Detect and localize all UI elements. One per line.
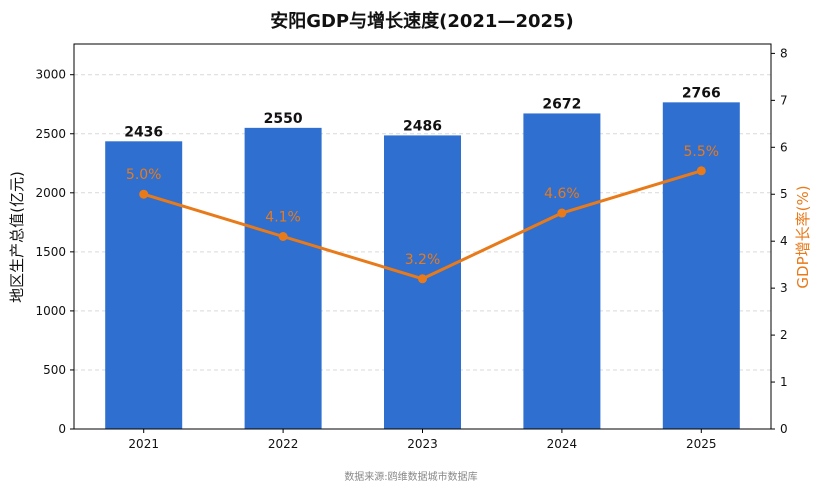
growth-rate-point-2021 xyxy=(139,189,149,199)
y-axis-label-left: 地区生产总值(亿元) xyxy=(8,171,26,303)
x-axis-ticks: 2021 2022 2023 2024 2025 xyxy=(128,429,717,451)
data-source-note: 数据来源:鸥维数据城市数据库 xyxy=(344,470,477,483)
line-series xyxy=(139,166,706,284)
left-tick-label: 2000 xyxy=(35,186,66,200)
growth-rate-point-2022 xyxy=(278,232,288,241)
rate-value-label: 5.5% xyxy=(684,144,720,160)
right-axis-ticks: 0 1 2 3 4 5 6 7 8 xyxy=(771,46,788,436)
y-axis-label-right: GDP增长率(%) xyxy=(794,185,812,288)
bar-value-label: 2766 xyxy=(682,85,721,101)
right-tick-label: 8 xyxy=(780,46,788,60)
bar-value-labels: 2436 2550 2486 2672 2766 xyxy=(124,85,721,140)
bar-value-label: 2436 xyxy=(124,124,163,140)
right-tick-label: 4 xyxy=(780,234,788,248)
bar-2024 xyxy=(523,113,601,430)
right-tick-label: 3 xyxy=(780,281,788,295)
growth-rate-point-2023 xyxy=(418,274,427,284)
x-tick-label: 2023 xyxy=(407,437,438,451)
rate-value-label: 4.1% xyxy=(265,210,301,226)
bar-value-label: 2550 xyxy=(264,111,303,127)
growth-rate-point-2025 xyxy=(696,166,706,176)
chart-title: 安阳GDP与增长速度(2021—2025) xyxy=(270,10,574,32)
x-tick-label: 2021 xyxy=(128,437,159,451)
right-tick-label: 6 xyxy=(780,140,788,154)
right-tick-label: 1 xyxy=(780,375,788,389)
rate-value-labels: 5.0% 4.1% 3.2% 4.6% 5.5% xyxy=(126,144,719,268)
left-tick-label: 2500 xyxy=(35,127,66,141)
x-tick-label: 2025 xyxy=(686,437,717,451)
bar-value-label: 2486 xyxy=(403,118,442,134)
right-tick-label: 5 xyxy=(780,187,788,201)
right-tick-label: 7 xyxy=(780,93,788,107)
right-tick-label: 0 xyxy=(780,422,788,436)
right-tick-label: 2 xyxy=(780,328,788,342)
rate-value-label: 5.0% xyxy=(126,167,162,183)
left-axis-ticks: 0 500 1000 1500 2000 2500 3000 xyxy=(35,68,74,436)
rate-value-label: 3.2% xyxy=(405,252,441,268)
left-tick-label: 3000 xyxy=(35,68,66,82)
left-tick-label: 0 xyxy=(58,422,66,436)
bar-2022 xyxy=(244,127,322,429)
left-tick-label: 1000 xyxy=(35,304,66,318)
x-tick-label: 2024 xyxy=(547,437,578,451)
left-tick-label: 500 xyxy=(43,363,66,377)
bar-value-label: 2672 xyxy=(542,96,581,112)
bar-2025 xyxy=(662,102,740,430)
bar-series xyxy=(105,102,740,430)
x-tick-label: 2022 xyxy=(268,437,299,451)
growth-rate-point-2024 xyxy=(557,208,567,218)
left-tick-label: 1500 xyxy=(35,245,66,259)
rate-value-label: 4.6% xyxy=(544,186,580,202)
bar-2021 xyxy=(105,141,183,430)
